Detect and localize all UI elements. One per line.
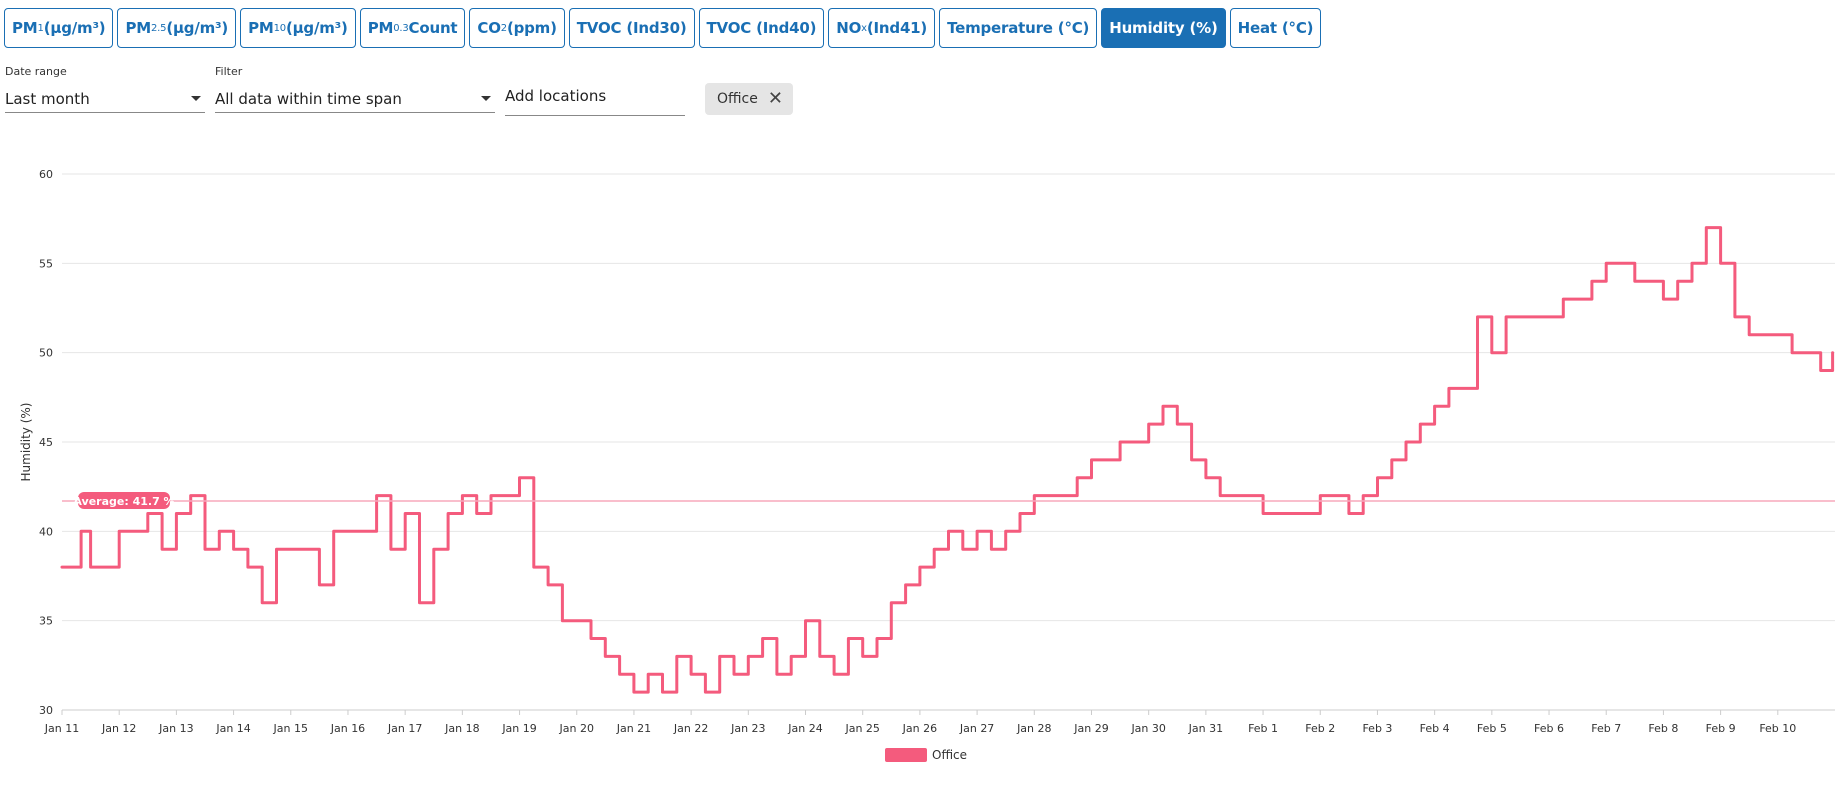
x-tick-label: Jan 19 — [501, 722, 536, 735]
tab-label: TVOC (Ind30) — [576, 19, 687, 37]
date-range-value: Last month — [5, 89, 90, 108]
tab-temperature[interactable]: Temperature (°C) — [939, 8, 1098, 48]
x-tick-label: Jan 12 — [101, 722, 136, 735]
humidity-chart: 30 35 40 45 50 55 60 Humidity (%) Jan 11 Jan 12 Ja… — [19, 168, 1835, 762]
x-tick-label: Feb 2 — [1305, 722, 1335, 735]
x-tick-label: Jan 24 — [787, 722, 822, 735]
x-tick-label: Feb 1 — [1248, 722, 1278, 735]
tab-label: Temperature (°C) — [947, 19, 1090, 37]
tab-co2[interactable]: CO 2 (ppm) — [469, 8, 565, 48]
tab-subscript: 10 — [273, 22, 287, 34]
tab-suffix: Count — [408, 19, 458, 37]
tab-subscript: 2 — [500, 22, 507, 34]
chevron-down-icon — [481, 96, 491, 101]
tab-suffix: (ppm) — [506, 19, 557, 37]
series-line-office — [60, 226, 1835, 694]
legend-label-office: Office — [932, 748, 967, 762]
y-axis-label: Humidity (%) — [19, 403, 33, 482]
x-tick-label: Jan 15 — [273, 722, 308, 735]
tab-heat[interactable]: Heat (°C) — [1229, 8, 1322, 48]
x-tick-label: Jan 21 — [616, 722, 651, 735]
tab-subscript: 2.5 — [151, 22, 167, 34]
x-tick-label: Jan 14 — [215, 722, 250, 735]
tab-pm10[interactable]: PM 10 (µg/m³) — [240, 8, 356, 48]
tab-suffix: (Ind41) — [866, 19, 928, 37]
tab-subscript: 1 — [37, 22, 44, 34]
x-tick-label: Jan 20 — [559, 722, 594, 735]
x-tick-label: Jan 23 — [730, 722, 765, 735]
filter-select[interactable]: All data within time span — [215, 85, 495, 113]
legend-swatch-office — [885, 748, 927, 762]
x-tick-label: Feb 4 — [1420, 722, 1450, 735]
x-tick-label: Jan 16 — [330, 722, 365, 735]
date-range-select[interactable]: Last month — [5, 85, 205, 113]
tab-label: Heat (°C) — [1237, 19, 1314, 37]
tab-label: TVOC (Ind40) — [706, 19, 817, 37]
metric-tabs: PM 1 (µg/m³) PM 2.5 (µg/m³) PM 10 (µg/m³) PM 0.… — [4, 8, 1322, 48]
average-badge — [78, 491, 170, 509]
x-tick-label: Jan 18 — [444, 722, 479, 735]
x-tick-label: Jan 27 — [959, 722, 994, 735]
y-tick-label: 45 — [39, 436, 53, 449]
tab-label: CO — [477, 19, 501, 37]
date-range-label: Date range — [5, 65, 67, 78]
tab-label: PM — [12, 19, 38, 37]
y-tick-label: 40 — [39, 525, 53, 538]
tab-pm25[interactable]: PM 2.5 (µg/m³) — [117, 8, 237, 48]
x-tick-label: Jan 30 — [1130, 722, 1165, 735]
tab-label: PM — [125, 19, 151, 37]
x-tick-label: Feb 3 — [1362, 722, 1392, 735]
tab-tvoc-ind30[interactable]: TVOC (Ind30) — [568, 8, 695, 48]
tab-subscript: 0.3 — [393, 22, 409, 34]
tab-suffix: (µg/m³) — [166, 19, 229, 37]
filter-value: All data within time span — [215, 89, 402, 108]
close-icon[interactable]: ✕ — [767, 88, 783, 109]
x-tick-label: Feb 9 — [1706, 722, 1736, 735]
tab-humidity[interactable]: Humidity (%) — [1101, 8, 1226, 48]
x-tick-label: Jan 29 — [1073, 722, 1108, 735]
x-tick-label: Feb 10 — [1759, 722, 1796, 735]
tab-pm1[interactable]: PM 1 (µg/m³) — [4, 8, 114, 48]
date-range-field: Date range Last month — [5, 65, 205, 113]
tab-label: PM — [248, 19, 274, 37]
tab-subscript: x — [861, 22, 867, 34]
x-tick-label: Feb 5 — [1477, 722, 1507, 735]
x-tick-label: Jan 26 — [902, 722, 937, 735]
tab-suffix: (µg/m³) — [285, 19, 348, 37]
filter-label: Filter — [215, 65, 243, 78]
location-chip-office: Office ✕ — [705, 83, 793, 115]
tab-label: Humidity (%) — [1109, 19, 1218, 37]
x-tick-label: Jan 13 — [158, 722, 193, 735]
x-tick-label: Jan 31 — [1188, 722, 1223, 735]
x-tick-label: Feb 8 — [1648, 722, 1678, 735]
location-chip-label: Office — [717, 91, 758, 107]
x-tick-label: Jan 28 — [1016, 722, 1051, 735]
add-locations-input[interactable]: Add locations — [505, 84, 685, 116]
x-tick-label: Jan 22 — [673, 722, 708, 735]
x-tick-label: Jan 11 — [44, 722, 79, 735]
tab-suffix: (µg/m³) — [43, 19, 106, 37]
tab-pm03-count[interactable]: PM 0.3 Count — [359, 8, 466, 48]
tab-tvoc-ind40[interactable]: TVOC (Ind40) — [698, 8, 825, 48]
x-tick-label: Feb 7 — [1591, 722, 1621, 735]
x-tick-label: Jan 17 — [387, 722, 422, 735]
tab-label: PM — [367, 19, 394, 37]
x-tick-label: Feb 6 — [1534, 722, 1564, 735]
y-tick-label: 30 — [39, 704, 53, 717]
tab-nox[interactable]: NO x (Ind41) — [828, 8, 936, 48]
chevron-down-icon — [191, 96, 201, 101]
x-tick-label: Jan 25 — [844, 722, 879, 735]
average-label: Average: 41.7 % — [73, 495, 174, 508]
filter-field: Filter All data within time span — [215, 65, 495, 113]
y-tick-label: 55 — [39, 257, 53, 270]
y-tick-label: 35 — [39, 615, 53, 628]
y-tick-label: 60 — [39, 168, 53, 181]
y-tick-label: 50 — [39, 347, 53, 360]
tab-label: NO — [836, 19, 862, 37]
